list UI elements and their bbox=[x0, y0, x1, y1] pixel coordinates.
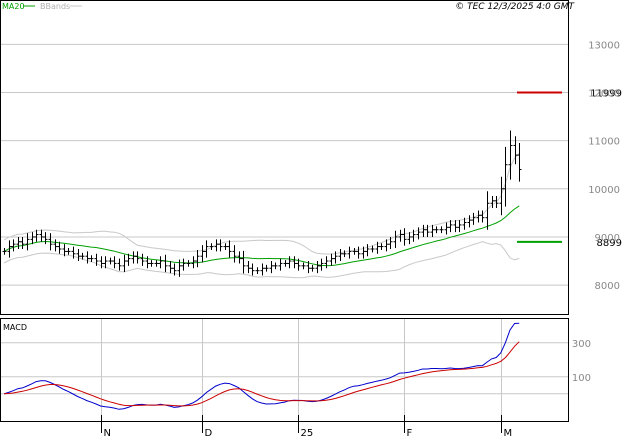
macd-tick-label: 300 bbox=[572, 339, 591, 350]
price-tick-label: 10000 bbox=[588, 185, 620, 196]
macd-line bbox=[3, 322, 520, 410]
copyright-notice: © TEC 12/3/2025 4:0 GMT bbox=[455, 2, 575, 12]
price-panel-frame bbox=[0, 0, 569, 315]
macd-lines bbox=[3, 322, 520, 410]
macd-tick-label: 100 bbox=[572, 373, 591, 384]
bollinger-bands bbox=[3, 153, 520, 279]
x-tick-label: N bbox=[104, 428, 111, 439]
macd-signal-line bbox=[3, 341, 520, 407]
moving-average-layer bbox=[3, 205, 520, 267]
macd-panel-frame bbox=[0, 318, 569, 422]
bband-upper bbox=[3, 153, 520, 255]
bband-lower bbox=[3, 241, 520, 279]
price-tick-label: 9000 bbox=[595, 233, 620, 244]
resistance-label: 11999 bbox=[590, 89, 622, 100]
grid-layer bbox=[1, 43, 568, 433]
price-tick-label: 11000 bbox=[588, 137, 620, 148]
price-tick-label: 13000 bbox=[588, 40, 620, 51]
price-tick-label: 12000 bbox=[588, 88, 620, 99]
axis-labels: 8000 9000 10000 11000 12000 13000 N D 25 F M 100 300 bbox=[104, 40, 621, 439]
x-tick-label: F bbox=[407, 428, 413, 439]
x-tick-label: D bbox=[205, 428, 213, 439]
x-tick-label: M bbox=[504, 428, 513, 439]
price-tick-label: 8000 bbox=[595, 281, 620, 292]
legend-ma20: MA20 bbox=[2, 2, 25, 11]
macd-title: MACD bbox=[3, 323, 27, 332]
x-tick-label: 25 bbox=[301, 428, 314, 439]
legend-bbands: BBands bbox=[40, 2, 70, 11]
price-levels: 11999 8899 bbox=[517, 89, 622, 249]
ma20-line bbox=[3, 205, 520, 267]
price-bars bbox=[2, 130, 522, 277]
support-label: 8899 bbox=[597, 238, 622, 249]
